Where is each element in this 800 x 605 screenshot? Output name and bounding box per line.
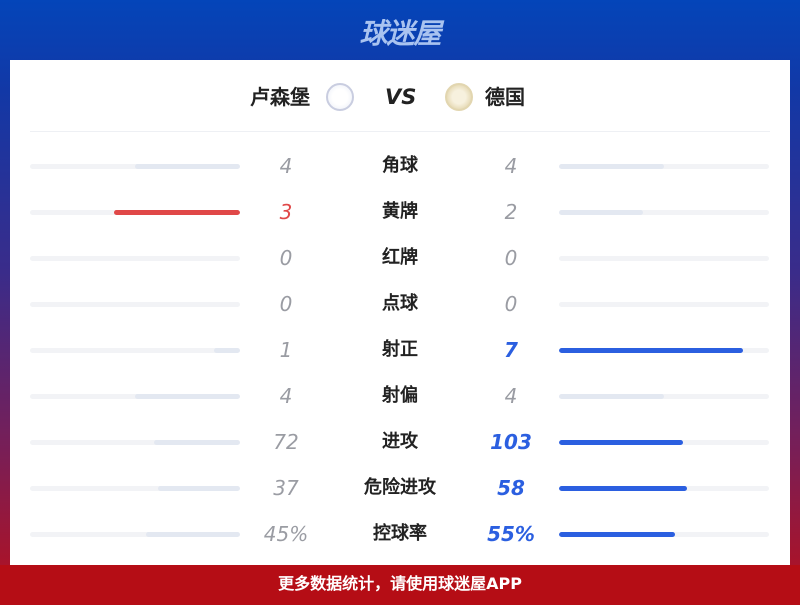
home-value: 0	[279, 292, 293, 316]
away-value: 55%	[487, 522, 535, 546]
home-bar-fill	[135, 394, 240, 399]
away-bar-fill	[559, 348, 743, 353]
away-bar-track	[559, 210, 769, 215]
home-bar-track	[30, 440, 240, 445]
away-value: 7	[504, 338, 518, 362]
stat-label: 点球	[382, 293, 418, 314]
stat-row: 72 进攻 103	[10, 427, 790, 457]
away-value: 0	[504, 292, 518, 316]
away-value: 4	[504, 154, 518, 178]
home-bar-track	[30, 210, 240, 215]
away-bar-track	[559, 532, 769, 537]
away-bar-fill	[559, 164, 664, 169]
home-bar-fill	[145, 532, 240, 537]
stat-row: 4 角球 4	[10, 151, 790, 181]
stat-label: 红牌	[382, 247, 418, 268]
away-bar-track	[559, 302, 769, 307]
home-bar-track	[30, 164, 240, 169]
home-value: 0	[279, 246, 293, 270]
stat-row: 37 危险进攻 58	[10, 473, 790, 503]
away-bar-fill	[559, 532, 675, 537]
away-bar-fill	[559, 210, 643, 215]
away-bar-track	[559, 394, 769, 399]
away-value: 103	[490, 430, 532, 454]
away-value: 58	[497, 476, 525, 500]
home-team-name: 卢森堡	[250, 85, 310, 109]
away-value: 2	[504, 200, 518, 224]
away-bar-track	[559, 348, 769, 353]
home-value: 37	[273, 476, 299, 500]
stat-row: 0 点球 0	[10, 289, 790, 319]
stats-card: 卢森堡 VS 德国 4 角球 4 3 黄牌 2 0 红牌 0 0 点球 0 1 …	[10, 60, 790, 565]
away-team-name: 德国	[485, 85, 525, 109]
stat-row: 45% 控球率 55%	[10, 519, 790, 549]
stat-row: 4 射偏 4	[10, 381, 790, 411]
stat-label: 射偏	[382, 385, 418, 406]
home-bar-track	[30, 302, 240, 307]
away-value: 4	[504, 384, 518, 408]
stat-label: 控球率	[373, 523, 427, 544]
luxembourg-crest-icon	[326, 83, 354, 111]
stat-row: 3 黄牌 2	[10, 197, 790, 227]
away-bar-track	[559, 486, 769, 491]
away-bar-track	[559, 440, 769, 445]
stat-label: 射正	[382, 339, 418, 360]
home-bar-track	[30, 256, 240, 261]
divider	[30, 131, 770, 132]
home-bar-fill	[213, 348, 240, 353]
away-bar-fill	[559, 486, 688, 491]
away-bar-fill	[559, 440, 683, 445]
stat-label: 危险进攻	[364, 477, 436, 498]
stat-label: 角球	[382, 155, 418, 176]
match-header: 卢森堡 VS 德国	[10, 82, 790, 112]
home-bar-fill	[158, 486, 240, 491]
home-value: 1	[279, 338, 293, 362]
home-value: 72	[273, 430, 299, 454]
away-bar-track	[559, 256, 769, 261]
footer-banner[interactable]: 更多数据统计，请使用球迷屋APP	[0, 565, 800, 605]
stat-label: 黄牌	[382, 201, 418, 222]
stat-label: 进攻	[382, 431, 418, 452]
away-bar-fill	[559, 394, 664, 399]
away-bar-track	[559, 164, 769, 169]
home-bar-track	[30, 348, 240, 353]
home-value: 4	[279, 384, 293, 408]
home-bar-track	[30, 486, 240, 491]
home-bar-fill	[153, 440, 240, 445]
home-value: 45%	[263, 522, 309, 546]
stat-row: 1 射正 7	[10, 335, 790, 365]
home-value: 4	[279, 154, 293, 178]
stat-row: 0 红牌 0	[10, 243, 790, 273]
vs-label: VS	[385, 85, 417, 109]
away-value: 0	[504, 246, 518, 270]
home-bar-track	[30, 394, 240, 399]
brand-logo: 球迷屋	[359, 17, 441, 50]
home-bar-fill	[135, 164, 240, 169]
home-value: 3	[279, 200, 293, 224]
home-bar-track	[30, 532, 240, 537]
germany-crest-icon	[445, 83, 473, 111]
home-bar-fill	[114, 210, 240, 215]
